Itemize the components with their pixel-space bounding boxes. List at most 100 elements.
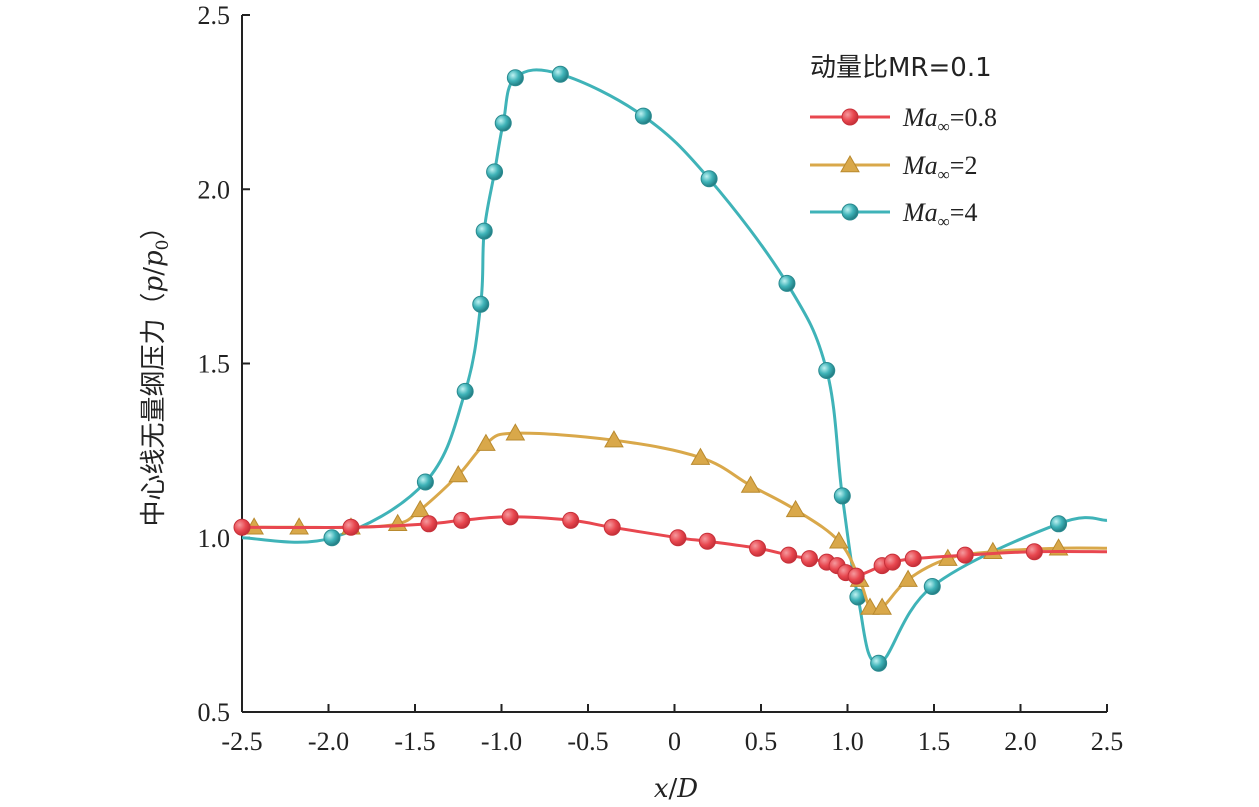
- data-point: [833, 487, 851, 505]
- data-point: [818, 361, 836, 379]
- data-point: [778, 274, 796, 292]
- legend-label-value: =2: [950, 151, 978, 180]
- legend-item: Ma∞=0.8: [810, 103, 997, 136]
- legend-label-value: =4: [950, 198, 978, 227]
- data-point: [898, 569, 918, 587]
- x-axis-title: x/D: [654, 774, 698, 804]
- y-axis-title-cn: 中心线无量纲压力（: [139, 292, 169, 526]
- x-tick-label: 2.5: [1091, 727, 1124, 756]
- legend-items: Ma∞=0.8Ma∞=2Ma∞=4: [810, 103, 997, 231]
- data-point: [780, 546, 798, 564]
- data-point: [1025, 543, 1043, 561]
- x-tick-label: -1.5: [394, 727, 435, 756]
- legend: 动量比MR=0.1 Ma∞=0.8Ma∞=2Ma∞=4: [810, 53, 997, 231]
- data-point: [740, 475, 761, 493]
- x-axis-title-d: D: [676, 774, 698, 804]
- data-point: [416, 473, 434, 491]
- data-point: [501, 508, 519, 526]
- x-tick-label: 1.0: [831, 727, 864, 756]
- x-ticks: -2.5 -2.0 -1.5 -1.0 -0.5 0 0.5 1.0 1.5 2.0 2.5: [221, 704, 1123, 756]
- y-axis-title: 中心线无量纲压力（p/p0）: [139, 214, 173, 527]
- y-axis-title-close: ）: [139, 214, 169, 240]
- series-layer: [233, 65, 1108, 672]
- data-point: [749, 539, 767, 557]
- data-point: [904, 550, 922, 568]
- data-point: [847, 567, 865, 585]
- x-axis-title-x: x: [654, 774, 669, 804]
- x-tick-label: -0.5: [567, 727, 608, 756]
- data-point: [698, 532, 716, 550]
- y-tick-label: 1.5: [198, 350, 231, 379]
- data-point: [870, 654, 888, 672]
- data-point: [506, 69, 524, 87]
- y-tick-label: 2.0: [198, 175, 231, 204]
- data-point: [342, 518, 360, 536]
- data-point: [956, 546, 974, 564]
- data-point: [872, 597, 892, 615]
- legend-marker: [841, 108, 859, 126]
- y-axis-title-slash: /: [139, 267, 169, 276]
- data-point: [700, 170, 718, 188]
- legend-marker: [840, 154, 860, 173]
- data-point: [669, 529, 687, 547]
- data-point: [323, 529, 341, 547]
- data-point: [233, 518, 251, 536]
- data-point: [603, 518, 621, 536]
- x-tick-label: -2.5: [221, 727, 262, 756]
- data-point: [505, 423, 526, 441]
- y-ticks: 0.5 1.0 1.5 2.0 2.5: [198, 1, 250, 727]
- axes: -2.5 -2.0 -1.5 -1.0 -0.5 0 0.5 1.0 1.5 2.0 2.5 0.5…: [198, 1, 1124, 756]
- legend-label-sub: ∞: [938, 212, 950, 231]
- legend-label-ma: Ma: [902, 151, 938, 180]
- data-point: [476, 433, 496, 451]
- y-axis-title-p: p: [139, 275, 169, 292]
- data-point: [494, 114, 512, 132]
- data-point: [1050, 515, 1068, 533]
- legend-item: Ma∞=2: [810, 151, 977, 184]
- x-tick-label: 1.5: [918, 727, 951, 756]
- data-point: [634, 107, 652, 125]
- data-point: [448, 465, 469, 483]
- data-point: [472, 295, 490, 313]
- legend-marker: [841, 203, 859, 221]
- data-point: [883, 553, 901, 571]
- legend-item: Ma∞=4: [810, 198, 977, 231]
- x-axis-title-slash: /: [669, 774, 678, 804]
- x-tick-label: 0: [668, 727, 681, 756]
- legend-label: Ma∞=2: [902, 151, 977, 184]
- data-point: [410, 499, 431, 518]
- data-point: [456, 382, 474, 400]
- legend-label: Ma∞=0.8: [902, 103, 997, 136]
- y-axis-title-p0: p: [139, 250, 169, 267]
- data-point: [420, 515, 438, 533]
- data-point: [604, 430, 624, 448]
- data-point: [562, 511, 580, 529]
- x-tick-label: 2.0: [1004, 727, 1037, 756]
- data-point: [486, 163, 504, 181]
- data-point: [923, 578, 941, 596]
- legend-title: 动量比MR=0.1: [810, 53, 992, 83]
- series-1: [233, 508, 1108, 585]
- data-point: [800, 550, 818, 568]
- x-tick-label: 0.5: [745, 727, 778, 756]
- y-tick-label: 2.5: [198, 1, 231, 30]
- data-point: [551, 65, 569, 83]
- data-point: [785, 499, 806, 518]
- data-point: [475, 222, 493, 240]
- data-point: [828, 531, 849, 549]
- data-point: [453, 511, 471, 529]
- legend-label-ma: Ma: [902, 103, 938, 132]
- y-tick-label: 0.5: [198, 698, 231, 727]
- y-axis-title-sub0: 0: [153, 240, 173, 251]
- x-tick-label: -1.0: [481, 727, 522, 756]
- legend-label-sub: ∞: [938, 165, 950, 184]
- legend-label-ma: Ma: [902, 198, 938, 227]
- y-tick-label: 1.0: [198, 524, 231, 553]
- data-point: [690, 447, 711, 465]
- series-3: [241, 65, 1108, 672]
- legend-label-sub: ∞: [938, 117, 950, 136]
- legend-label-value: =0.8: [950, 103, 997, 132]
- series-2: [242, 423, 1108, 615]
- x-tick-label: -2.0: [308, 727, 349, 756]
